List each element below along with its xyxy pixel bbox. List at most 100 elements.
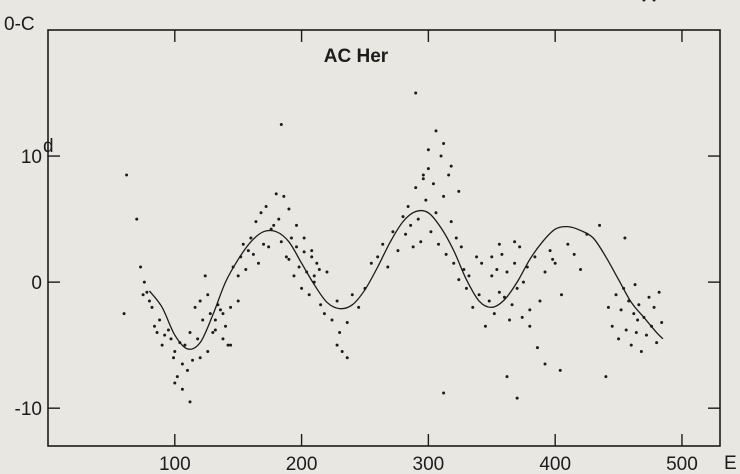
data-point: [548, 249, 552, 253]
data-point: [295, 245, 299, 249]
x-tick-label: 300: [413, 454, 445, 474]
data-point: [614, 293, 618, 297]
data-point: [193, 305, 197, 309]
data-point: [579, 268, 583, 272]
data-point: [647, 295, 651, 299]
data-point: [211, 331, 215, 335]
data-point: [633, 283, 637, 287]
data-point: [292, 274, 296, 278]
data-point: [636, 318, 640, 322]
data-point: [155, 331, 159, 335]
data-point: [183, 343, 187, 347]
data-point: [475, 255, 479, 259]
data-point: [287, 257, 291, 261]
y-unit-superscript: d: [43, 136, 54, 157]
data-point: [295, 223, 299, 227]
data-point: [637, 303, 641, 307]
data-point: [221, 337, 225, 341]
data-point: [175, 375, 179, 379]
data-point: [307, 293, 311, 297]
data-point: [325, 270, 329, 274]
data-point: [229, 343, 233, 347]
data-point: [357, 305, 361, 309]
data-point: [515, 396, 519, 400]
data-point: [267, 245, 271, 249]
data-point: [319, 303, 323, 307]
data-point: [369, 261, 373, 265]
data-point: [442, 141, 446, 145]
fit-curve: [148, 209, 664, 350]
y-tick-label: 0: [31, 273, 42, 294]
data-point: [173, 381, 177, 385]
data-point: [543, 362, 547, 366]
data-point: [221, 312, 225, 316]
data-point: [497, 290, 501, 294]
data-point: [437, 242, 441, 246]
data-point: [287, 207, 291, 211]
data-point: [259, 211, 263, 215]
data-point: [449, 220, 453, 224]
chart-title: AC Her: [324, 46, 389, 67]
data-point: [508, 318, 512, 322]
data-point: [495, 268, 499, 272]
x-tick-label: 100: [159, 454, 191, 474]
data-point: [538, 299, 542, 303]
data-point: [158, 318, 162, 322]
data-point: [139, 265, 143, 269]
data-point: [166, 328, 170, 332]
data-point: [572, 252, 576, 256]
data-point: [169, 337, 173, 341]
data-point: [249, 236, 253, 240]
data-point: [515, 286, 519, 290]
data-point: [340, 349, 344, 353]
data-point: [533, 255, 537, 259]
data-point: [153, 324, 157, 328]
data-point: [655, 341, 659, 345]
data-point: [521, 280, 525, 284]
plot-frame: [47, 29, 721, 447]
data-point: [135, 217, 139, 221]
data-point: [201, 318, 205, 322]
data-point: [244, 268, 248, 272]
data-point: [629, 343, 633, 347]
data-point: [206, 293, 210, 297]
data-point: [426, 148, 430, 152]
data-point: [502, 295, 506, 299]
data-point: [528, 308, 532, 312]
data-point: [528, 324, 532, 328]
x-tick-label: 200: [286, 454, 318, 474]
data-point: [598, 223, 602, 227]
data-point: [206, 349, 210, 353]
data-point: [213, 318, 217, 322]
data-point: [236, 299, 240, 303]
data-point: [606, 305, 610, 309]
data-point: [639, 349, 643, 353]
data-point: [279, 123, 283, 127]
data-point: [657, 290, 661, 294]
data-point: [404, 232, 408, 236]
data-point: [497, 242, 501, 246]
data-point: [452, 261, 456, 265]
data-point: [660, 320, 664, 324]
data-point: [229, 305, 233, 309]
y-tick-label: -10: [15, 399, 42, 420]
data-point: [434, 211, 438, 215]
data-point: [566, 242, 570, 246]
data-point: [604, 375, 608, 379]
x-axis-label: E: [724, 453, 737, 474]
data-point: [256, 261, 260, 265]
data-point: [322, 312, 326, 316]
data-point: [518, 245, 522, 249]
data-point: [421, 173, 425, 177]
data-point: [345, 356, 349, 360]
data-point: [335, 299, 339, 303]
data-point: [150, 305, 154, 309]
data-point: [543, 270, 547, 274]
data-point: [513, 240, 517, 244]
data-point: [302, 250, 306, 254]
data-point: [241, 242, 245, 246]
data-point: [198, 356, 202, 360]
data-point: [623, 236, 627, 240]
data-point: [624, 328, 628, 332]
